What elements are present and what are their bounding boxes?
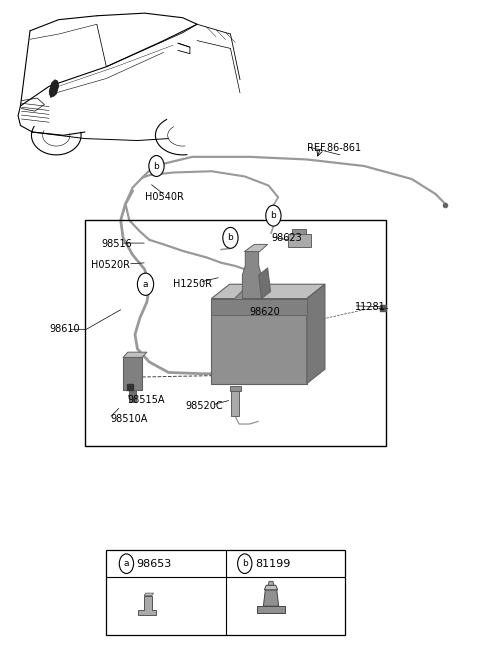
Text: b: b	[271, 211, 276, 220]
Text: 98653: 98653	[136, 559, 172, 569]
Circle shape	[119, 554, 133, 573]
Polygon shape	[288, 234, 311, 247]
Bar	[107, 550, 345, 635]
Circle shape	[223, 228, 238, 249]
Polygon shape	[123, 352, 147, 358]
Circle shape	[149, 155, 164, 176]
Polygon shape	[229, 386, 241, 392]
Polygon shape	[259, 268, 271, 298]
Text: a: a	[143, 279, 148, 289]
Polygon shape	[268, 581, 274, 585]
Polygon shape	[123, 358, 142, 390]
Circle shape	[266, 205, 281, 226]
Polygon shape	[257, 606, 285, 613]
Text: H0520R: H0520R	[91, 260, 130, 270]
Polygon shape	[231, 392, 239, 416]
Polygon shape	[211, 298, 307, 315]
Text: H1250R: H1250R	[173, 279, 212, 289]
Polygon shape	[144, 593, 154, 596]
Text: 98515A: 98515A	[128, 395, 165, 405]
Bar	[85, 220, 385, 445]
Polygon shape	[264, 590, 279, 606]
Text: REF.86-861: REF.86-861	[307, 144, 361, 154]
Text: 98520C: 98520C	[185, 401, 223, 411]
Text: 11281: 11281	[355, 302, 385, 312]
Text: 98516: 98516	[102, 239, 132, 249]
Polygon shape	[244, 245, 268, 251]
Polygon shape	[138, 596, 156, 615]
Text: b: b	[242, 559, 248, 568]
Text: b: b	[154, 161, 159, 171]
Polygon shape	[49, 80, 59, 97]
Text: 98620: 98620	[250, 306, 280, 317]
Text: 98623: 98623	[271, 233, 302, 243]
Polygon shape	[129, 390, 136, 402]
Circle shape	[137, 273, 154, 295]
Text: 98610: 98610	[49, 324, 80, 335]
Text: H0540R: H0540R	[144, 192, 183, 202]
Text: 98510A: 98510A	[110, 415, 147, 424]
Text: b: b	[228, 234, 233, 242]
Polygon shape	[292, 229, 306, 234]
Polygon shape	[211, 284, 325, 298]
Circle shape	[238, 554, 252, 573]
Text: a: a	[124, 559, 129, 568]
Polygon shape	[211, 298, 307, 384]
Polygon shape	[307, 284, 325, 384]
Polygon shape	[242, 251, 262, 298]
Text: 81199: 81199	[255, 559, 290, 569]
Polygon shape	[264, 585, 278, 590]
